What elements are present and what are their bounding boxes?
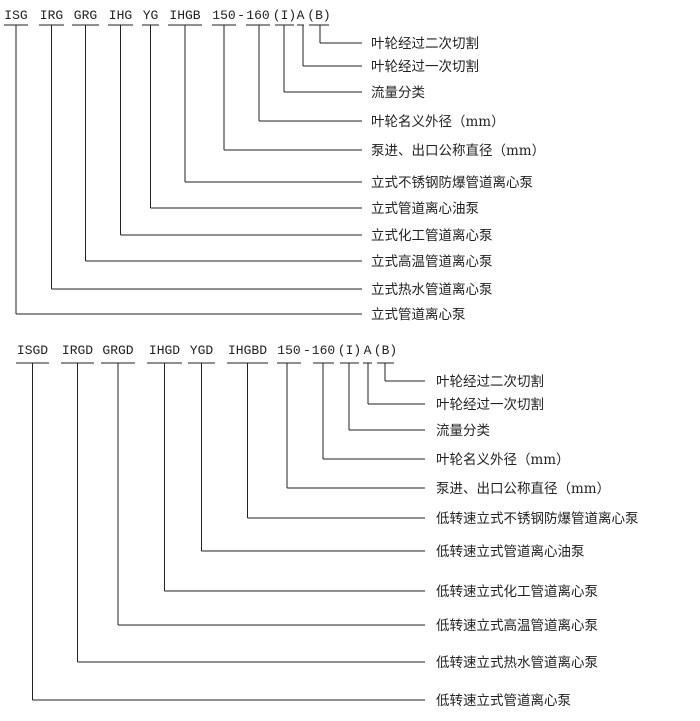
code-meaning-label: 叶轮经过一次切割 xyxy=(436,396,544,413)
code-meaning-label: 低转速立式热水管道离心泵 xyxy=(436,654,598,671)
model-code-segment: - xyxy=(303,343,311,358)
model-code-segment: - xyxy=(237,8,245,23)
code-meaning-label: 泵进、出口公称直径（mm） xyxy=(436,481,610,497)
model-code-segment: (B) xyxy=(374,343,397,358)
model-code-segment: IHGBD xyxy=(228,343,267,358)
code-meaning-label: 叶轮名义外径（mm） xyxy=(436,452,570,468)
code-meaning-label: 叶轮经过二次切割 xyxy=(371,35,479,52)
code-meaning-label: 流量分类 xyxy=(371,85,425,101)
model-code-segment: YGD xyxy=(190,343,214,358)
model-code-segment: ISG xyxy=(4,8,27,23)
model-code-segment: (I) xyxy=(338,343,361,358)
code-meaning-label: 立式管道离心泵 xyxy=(371,306,466,323)
code-meaning-label: 低转速立式不锈钢防爆管道离心泵 xyxy=(436,510,639,527)
model-code-segment: IRGD xyxy=(62,343,93,358)
model-code-segment: IHGD xyxy=(149,343,180,358)
code-meaning-label: 立式热水管道离心泵 xyxy=(371,281,493,298)
model-code-segment: 160 xyxy=(312,343,335,358)
model-code-segment: (I) xyxy=(273,8,296,23)
model-code-segment: IRG xyxy=(40,8,63,23)
model-code-segment: 150 xyxy=(212,8,235,23)
model-code-segment: ISGD xyxy=(17,343,48,358)
code-meaning-label: 低转速立式高温管道离心泵 xyxy=(436,617,598,634)
code-meaning-label: 立式管道离心油泵 xyxy=(371,200,479,217)
model-code-segment: IHG xyxy=(109,8,132,23)
code-meaning-label: 叶轮经过一次切割 xyxy=(371,58,479,75)
code-meaning-label: 低转速立式管道离心油泵 xyxy=(436,543,585,560)
code-meaning-label: 泵进、出口公称直径（mm） xyxy=(371,143,545,159)
model-code-segment: YG xyxy=(143,8,159,23)
model-code-segment: A xyxy=(364,343,372,358)
code-meaning-label: 低转速立式化工管道离心泵 xyxy=(436,583,598,600)
model-code-segment: GRG xyxy=(74,8,97,23)
model-code-segment: 150 xyxy=(277,343,300,358)
code-meaning-label: 叶轮经过二次切割 xyxy=(436,373,544,390)
model-code-segment: GRGD xyxy=(102,343,133,358)
model-code-segment: (B) xyxy=(307,8,330,23)
model-code-segment: 160 xyxy=(246,8,269,23)
code-meaning-label: 低转速立式管道离心泵 xyxy=(436,692,571,709)
code-meaning-label: 流量分类 xyxy=(436,423,490,439)
code-meaning-label: 立式高温管道离心泵 xyxy=(371,253,493,270)
model-code-segment: IHGB xyxy=(169,8,200,23)
code-meaning-label: 立式化工管道离心泵 xyxy=(371,227,493,244)
model-code-segment: A xyxy=(297,8,305,23)
code-meaning-label: 叶轮名义外径（mm） xyxy=(371,114,505,130)
code-meaning-label: 立式不锈钢防爆管道离心泵 xyxy=(371,174,533,191)
